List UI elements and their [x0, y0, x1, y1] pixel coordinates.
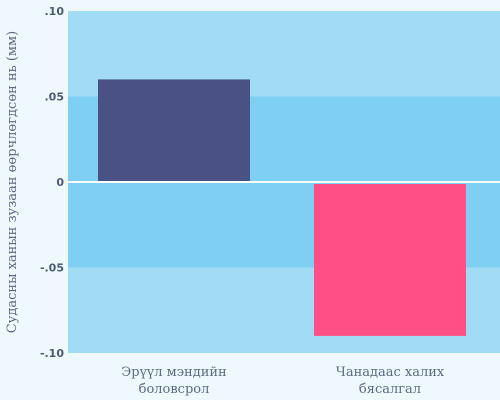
bar-1: [314, 184, 466, 336]
x-category-label-line: бясалгал: [359, 382, 421, 397]
y-tick-label: 0: [56, 176, 64, 189]
y-axis-ticks: .10 .05 0 -.05 -.10: [40, 5, 64, 360]
x-category-label-line: боловсрол: [139, 382, 210, 397]
y-tick-label: .10: [45, 5, 65, 18]
bar-0: [98, 79, 250, 182]
y-tick-label: .05: [45, 91, 65, 104]
x-category-label: Чанадаас халих бясалгал: [336, 365, 445, 397]
x-axis-labels: Эрүүл мэндийн боловсрол Чанадаас халих бяса…: [121, 365, 445, 397]
bars: [98, 79, 466, 336]
x-category-label: Эрүүл мэндийн боловсрол: [121, 365, 226, 397]
y-tick-label: -.10: [40, 347, 64, 360]
y-axis-title: Судасны ханын зузаан өөрчлөгдсөн нь (мм): [5, 31, 20, 333]
x-category-label-line: Чанадаас халих: [336, 365, 445, 380]
x-category-label-line: Эрүүл мэндийн: [121, 365, 226, 380]
y-tick-label: -.05: [40, 262, 64, 275]
